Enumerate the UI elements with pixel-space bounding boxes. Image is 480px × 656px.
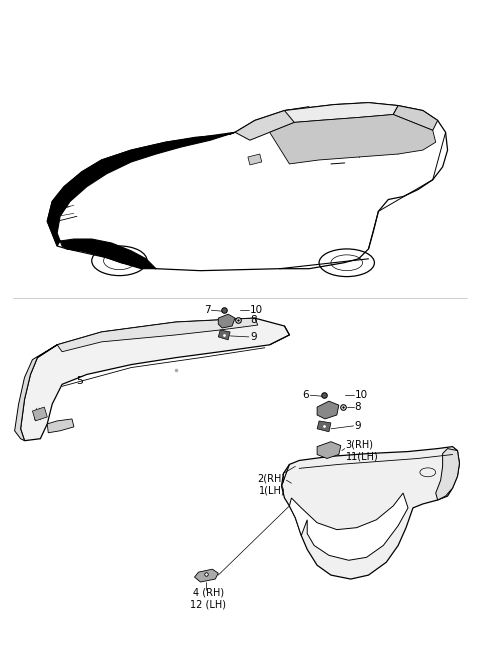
Polygon shape	[57, 318, 258, 352]
Polygon shape	[270, 115, 436, 164]
Polygon shape	[248, 154, 262, 165]
Polygon shape	[47, 419, 74, 433]
Polygon shape	[14, 345, 57, 441]
Text: 12 (LH): 12 (LH)	[191, 600, 227, 610]
Text: 10: 10	[355, 390, 368, 400]
Text: 1(LH): 1(LH)	[259, 485, 286, 495]
Polygon shape	[33, 407, 47, 421]
Polygon shape	[317, 401, 339, 419]
Polygon shape	[194, 569, 218, 582]
Text: 8: 8	[250, 315, 256, 325]
Polygon shape	[285, 102, 398, 123]
Polygon shape	[317, 441, 341, 459]
Text: 8: 8	[355, 402, 361, 412]
Text: 4 (RH): 4 (RH)	[193, 588, 224, 598]
Polygon shape	[281, 447, 459, 579]
Polygon shape	[393, 106, 438, 131]
Polygon shape	[436, 449, 459, 500]
Polygon shape	[235, 106, 309, 140]
Polygon shape	[47, 102, 447, 271]
Text: 9: 9	[355, 421, 361, 431]
Text: 9: 9	[250, 332, 256, 342]
Polygon shape	[218, 314, 235, 328]
Text: 3(RH): 3(RH)	[346, 440, 374, 449]
Text: 11(LH): 11(LH)	[346, 451, 379, 461]
Polygon shape	[218, 330, 230, 340]
Polygon shape	[289, 493, 408, 560]
Text: 10: 10	[250, 305, 263, 316]
Text: 6: 6	[302, 390, 309, 400]
Polygon shape	[317, 421, 331, 432]
Polygon shape	[47, 133, 235, 269]
Text: 7: 7	[204, 305, 210, 316]
Text: 5: 5	[76, 377, 84, 386]
Text: 2(RH): 2(RH)	[257, 473, 286, 483]
Polygon shape	[21, 318, 289, 441]
